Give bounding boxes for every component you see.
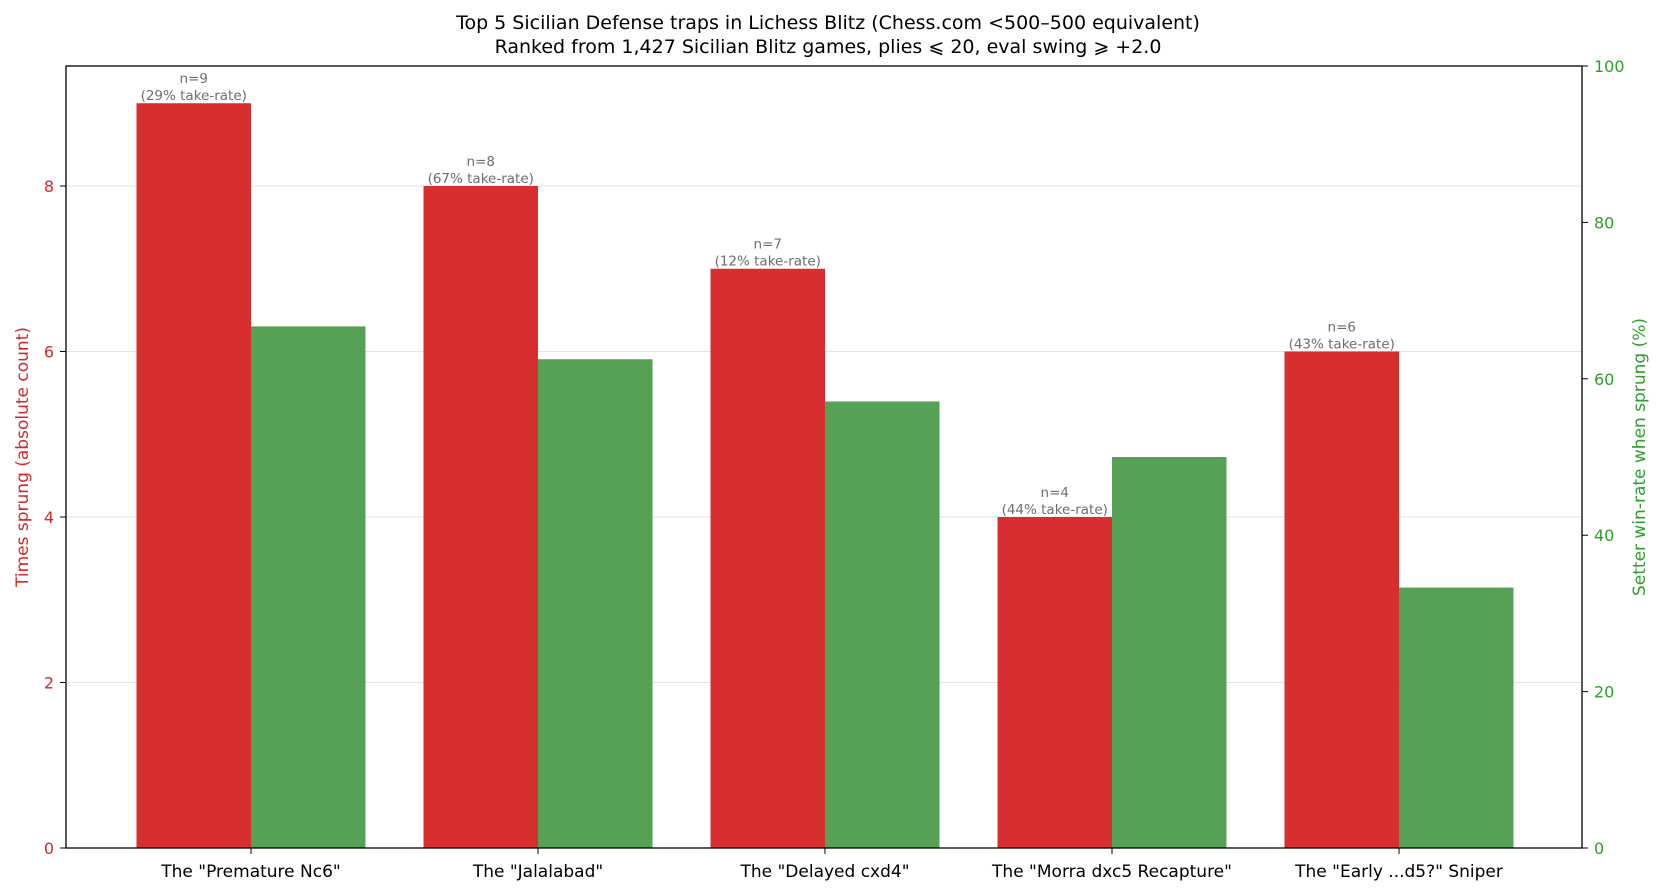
category-label: The "Delayed cxd4"	[739, 862, 909, 882]
tick-label-left: 8	[44, 177, 54, 196]
bar-times-sprung	[997, 516, 1112, 848]
chart-subtitle: Ranked from 1,427 Sicilian Blitz games, …	[495, 36, 1162, 58]
bar-annotation-count: n=4	[1041, 485, 1069, 501]
bar-annotation-count: n=8	[467, 154, 495, 170]
category-label: The "Morra dxc5 Recapture"	[991, 862, 1232, 882]
bars	[136, 103, 1514, 849]
y-axis-label-right: Setter win-rate when sprung (%)	[1630, 318, 1650, 596]
tick-label-right: 0	[1594, 839, 1604, 858]
tick-label-left: 6	[44, 342, 54, 361]
bar-annotation-take-rate: (29% take-rate)	[141, 88, 247, 104]
category-label: The "Jalalabad"	[472, 862, 603, 882]
tick-label-right: 100	[1594, 57, 1625, 76]
bar-annotation-take-rate: (44% take-rate)	[1002, 502, 1108, 518]
bar-times-sprung	[710, 268, 825, 849]
bar-annotation-take-rate: (67% take-rate)	[428, 171, 534, 187]
bar-setter-win-rate	[1399, 587, 1514, 848]
tick-label-right: 20	[1594, 683, 1614, 702]
bar-annotation-take-rate: (43% take-rate)	[1289, 336, 1395, 352]
category-label: The "Premature Nc6"	[160, 862, 340, 882]
right-y-axis: 0 20 40 60 80 100	[1582, 57, 1625, 858]
x-axis: The "Premature Nc6" The "Jalalabad" The "D…	[160, 848, 1503, 882]
bar-annotation-take-rate: (12% take-rate)	[715, 254, 821, 270]
bar-setter-win-rate	[1112, 457, 1227, 848]
bar-annotation-count: n=9	[180, 71, 208, 87]
category-label: The "Early ...d5?" Sniper	[1294, 862, 1503, 882]
bar-times-sprung	[1284, 351, 1399, 848]
tick-label-right: 60	[1594, 370, 1614, 389]
bar-annotation-count: n=7	[754, 237, 782, 253]
chart-title: Top 5 Sicilian Defense traps in Lichess …	[455, 12, 1200, 34]
bar-times-sprung	[423, 185, 538, 849]
bar-setter-win-rate	[251, 326, 366, 848]
tick-label-left: 4	[44, 508, 54, 527]
y-axis-label-left: Times sprung (absolute count)	[13, 327, 33, 588]
tick-label-right: 80	[1594, 213, 1614, 232]
left-y-axis: 0 2 4 6 8	[44, 177, 66, 858]
tick-label-left: 0	[44, 839, 54, 858]
plot-frame	[65, 65, 1583, 849]
bar-annotation-count: n=6	[1328, 319, 1356, 335]
bar-times-sprung	[136, 103, 251, 848]
tick-label-right: 40	[1594, 526, 1614, 545]
tick-label-left: 2	[44, 673, 54, 692]
bar-setter-win-rate	[825, 401, 940, 848]
bar-annotations: n=9(29% take-rate)n=8(67% take-rate)n=7(…	[141, 71, 1395, 518]
bar-setter-win-rate	[538, 359, 653, 848]
